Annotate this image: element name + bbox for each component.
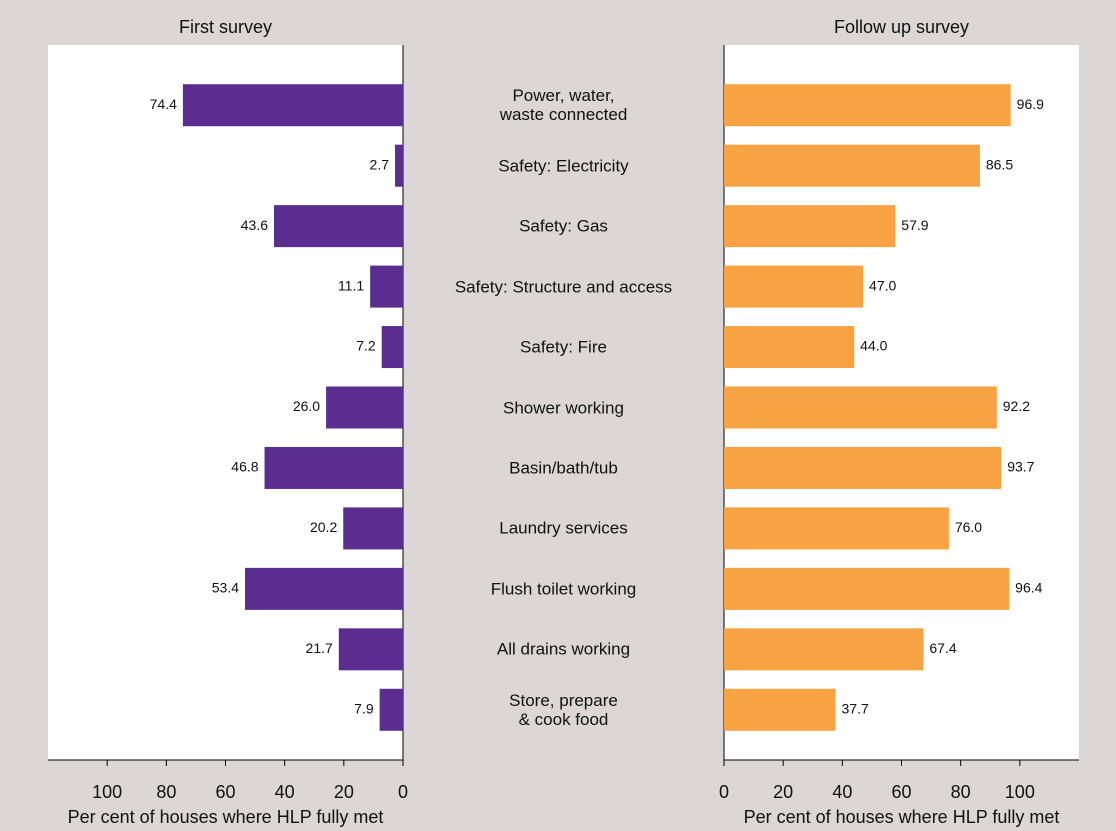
bar — [724, 84, 1011, 127]
bar — [724, 265, 864, 308]
value-label: 7.2 — [356, 338, 376, 354]
value-label: 11.1 — [338, 277, 364, 293]
bar — [274, 205, 403, 248]
bar — [724, 144, 980, 187]
value-label: 20.2 — [310, 519, 337, 535]
value-label: 53.4 — [212, 580, 239, 596]
x-tick-label: 100 — [92, 782, 122, 802]
category-label: All drains working — [496, 639, 631, 659]
category-label: Safety: Gas — [519, 216, 608, 236]
value-label: 67.4 — [929, 640, 956, 656]
value-label: 92.2 — [1003, 398, 1030, 414]
bar — [264, 446, 403, 489]
bar — [245, 567, 403, 610]
value-label: 86.5 — [986, 156, 1013, 172]
category-label: Store, prepare & cook food — [509, 690, 618, 729]
panel-title: First survey — [179, 17, 272, 37]
bar — [724, 628, 924, 671]
category-label: Safety: Electricity — [498, 156, 629, 176]
value-label: 37.7 — [842, 700, 869, 716]
value-label: 43.6 — [241, 217, 268, 233]
bar — [724, 446, 1002, 489]
category-label: Laundry services — [499, 518, 628, 538]
bar — [724, 205, 896, 248]
bar — [724, 688, 836, 731]
bar — [381, 326, 403, 369]
x-tick-label: 80 — [156, 782, 176, 802]
bar — [370, 265, 403, 308]
category-label: Shower working — [503, 398, 624, 417]
x-tick-label: 40 — [275, 782, 295, 802]
category-label: Safety: Fire — [520, 337, 607, 357]
bar — [724, 386, 997, 429]
category-label: Flush toilet working — [490, 579, 637, 599]
bar — [724, 507, 949, 550]
bar — [182, 84, 403, 127]
value-label: 2.7 — [370, 156, 390, 172]
category-label: Power, water, waste connected — [499, 86, 628, 125]
x-tick-label: 20 — [334, 782, 354, 802]
value-label: 76.0 — [955, 519, 982, 535]
value-label: 44.0 — [860, 338, 887, 354]
value-label: 21.7 — [306, 640, 333, 656]
value-label: 47.0 — [869, 277, 896, 293]
bar — [724, 567, 1010, 610]
value-label: 7.9 — [354, 700, 374, 716]
value-label: 57.9 — [901, 217, 928, 233]
bar — [379, 688, 403, 731]
value-label: 96.4 — [1015, 580, 1042, 596]
value-label: 96.9 — [1017, 96, 1044, 112]
bar — [395, 144, 403, 187]
value-label: 93.7 — [1007, 459, 1034, 475]
x-axis-label: Per cent of houses where HLP fully met — [68, 807, 384, 827]
x-tick-label: 20 — [773, 782, 793, 802]
x-axis-label: Per cent of houses where HLP fully met — [744, 807, 1060, 827]
bar — [338, 628, 403, 671]
x-tick-label: 60 — [891, 782, 911, 802]
value-label: 26.0 — [293, 398, 320, 414]
panel-title: Follow up survey — [834, 17, 969, 37]
category-label: Basin/bath/tub — [509, 458, 618, 478]
value-label: 74.4 — [150, 96, 177, 112]
bar — [343, 507, 403, 550]
x-tick-label: 80 — [951, 782, 971, 802]
bar — [326, 386, 403, 429]
x-tick-label: 0 — [719, 782, 729, 802]
x-tick-label: 60 — [215, 782, 235, 802]
value-label: 46.8 — [231, 459, 258, 475]
x-tick-label: 0 — [398, 782, 408, 802]
category-label: Safety: Structure and access — [454, 277, 673, 297]
x-tick-label: 40 — [832, 782, 852, 802]
x-tick-label: 100 — [1005, 782, 1035, 802]
bar — [724, 326, 855, 369]
